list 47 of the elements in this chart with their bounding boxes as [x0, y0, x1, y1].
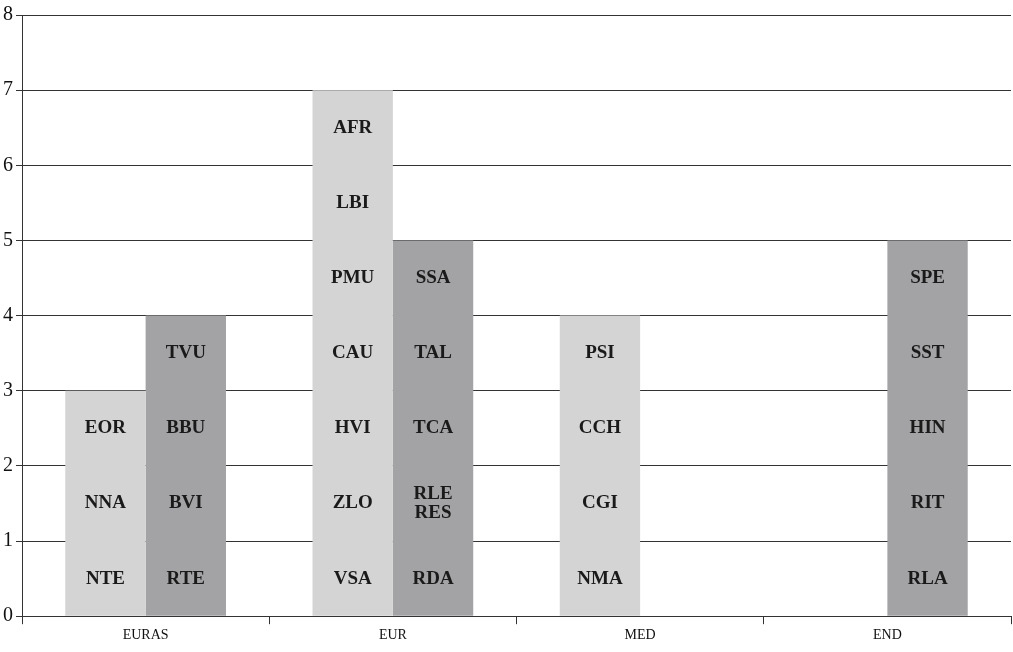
annotation: VSA — [333, 566, 372, 588]
bar — [559, 315, 641, 616]
annotation: RLA — [907, 566, 948, 588]
annotation: BBU — [166, 416, 206, 438]
x-tick-label: EURAS — [122, 627, 169, 643]
annotation: SSA — [415, 265, 451, 287]
annotation: RTE — [166, 566, 206, 588]
y-tick-label: 5 — [3, 227, 13, 250]
annotation: CGI — [581, 491, 618, 513]
annotation: HIN — [909, 416, 946, 438]
bar — [65, 390, 146, 616]
annotation: RDA — [412, 566, 454, 588]
y-tick-label: 6 — [3, 152, 13, 175]
bar — [887, 240, 968, 616]
annotation: TAL — [414, 341, 452, 363]
annotation: AFR — [333, 115, 373, 137]
annotation: ZLO — [332, 491, 373, 513]
annotation: SST — [910, 341, 945, 363]
annotation: NTE — [85, 566, 125, 588]
annotation: EOR — [84, 416, 127, 438]
annotation: RIT — [910, 491, 945, 513]
x-tick-label: EUR — [378, 627, 408, 643]
y-tick-label: 1 — [3, 528, 13, 551]
annotation: NMA — [577, 566, 623, 588]
annotation: CAU — [332, 341, 374, 363]
annotation: TVU — [165, 341, 207, 363]
annotation: HVI — [334, 416, 371, 438]
bar — [145, 315, 226, 616]
y-tick-label: 7 — [3, 77, 13, 100]
y-tick-label: 4 — [3, 302, 13, 325]
annotation: PMU — [331, 265, 375, 287]
y-tick-label: 3 — [3, 378, 13, 400]
annotation: CCH — [578, 416, 622, 438]
y-tick-label: 0 — [3, 603, 13, 626]
annotation: LBI — [336, 190, 370, 212]
annotation: BVI — [168, 491, 203, 513]
x-tick-label: MED — [624, 627, 656, 643]
annotation: SPE — [910, 265, 945, 287]
annotation: NNA — [84, 491, 127, 513]
bar — [312, 90, 393, 616]
y-tick-label: 2 — [3, 453, 13, 476]
annotation: TCA — [412, 416, 454, 438]
annotation: PSI — [585, 341, 615, 363]
bar — [392, 240, 474, 616]
x-tick-label: END — [872, 627, 902, 643]
y-tick-label: 8 — [3, 2, 13, 25]
annotation: RLE RES — [413, 481, 453, 522]
